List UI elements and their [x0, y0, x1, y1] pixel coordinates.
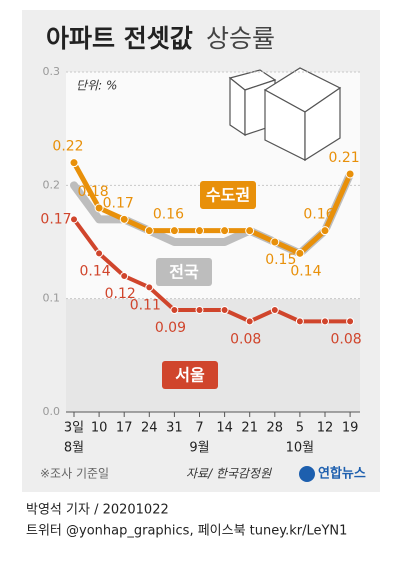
unit-note: 단위: % [76, 79, 117, 93]
x-tick-label: 28 [267, 421, 284, 436]
value-label: 0.09 [155, 320, 186, 336]
series-tag: 전국 [169, 263, 199, 282]
plot-band [66, 299, 360, 412]
chart-title: 아파트 전셋값 [46, 24, 193, 53]
point [69, 158, 79, 168]
point [295, 248, 305, 258]
x-tick-label: 7 [195, 421, 203, 436]
point [295, 317, 304, 326]
point [346, 317, 355, 326]
agency-logo [299, 466, 315, 482]
footnote: ※조사 기준일 [40, 467, 109, 481]
point [270, 306, 279, 314]
point [70, 215, 78, 224]
value-label: 0.17 [103, 195, 134, 211]
agency: 연합뉴스 [318, 466, 366, 482]
series-tag-box [156, 258, 212, 286]
series-line [72, 217, 353, 324]
x-tick-label: 24 [141, 421, 158, 436]
point [95, 249, 104, 258]
point [270, 237, 280, 247]
y-tick-label: 0.3 [43, 65, 61, 78]
point [220, 226, 230, 236]
point [145, 283, 154, 292]
byline: 박영석 기자 / 20201022 [26, 503, 169, 518]
series-tag: 서울 [175, 366, 205, 385]
value-label: 0.17 [40, 211, 71, 227]
value-label: 0.16 [303, 207, 334, 223]
point [120, 272, 129, 280]
point [169, 226, 179, 236]
point [345, 169, 355, 179]
social: 트위터 @yonhap_graphics, 페이스북 tuney.kr/LeYN… [26, 524, 347, 539]
y-tick-label: 0.1 [43, 292, 61, 305]
source: 자료/ 한국감정원 [186, 467, 272, 481]
point [320, 226, 330, 236]
month-label: 10월 [286, 441, 315, 456]
point [170, 306, 179, 314]
point [220, 306, 229, 314]
series-line [71, 160, 353, 256]
x-tick-label: 5 [296, 421, 304, 436]
value-label: 0.18 [78, 184, 109, 200]
month-label: 9월 [189, 441, 209, 456]
point [119, 214, 129, 224]
point [245, 226, 255, 236]
value-label: 0.08 [230, 331, 261, 347]
value-label: 0.21 [329, 150, 360, 166]
month-label: 8월 [64, 441, 84, 456]
point [94, 203, 104, 213]
x-tick-label: 14 [216, 421, 233, 436]
value-label: 0.11 [130, 297, 161, 313]
x-tick-label: 31 [166, 421, 183, 436]
x-tick-label: 17 [116, 421, 133, 436]
x-tick-label: 21 [241, 421, 258, 436]
point [144, 226, 154, 236]
x-tick-label: 3일 [64, 421, 84, 436]
series-tag-box [200, 181, 256, 209]
value-label: 0.12 [105, 286, 136, 302]
series-tag: 수도권 [206, 186, 250, 205]
value-label: 0.22 [52, 139, 83, 155]
value-label: 0.16 [153, 207, 184, 223]
chart-subtitle: 상승률 [206, 24, 275, 53]
point [321, 317, 329, 326]
value-label: 0.14 [290, 263, 321, 279]
point [195, 226, 204, 236]
value-label: 0.15 [265, 252, 296, 268]
building-illustration [228, 67, 342, 162]
x-tick-label: 19 [342, 421, 359, 436]
value-label: 0.08 [331, 331, 362, 347]
value-label: 0.14 [80, 263, 111, 279]
point [245, 317, 254, 326]
y-tick-label: 0.2 [43, 178, 61, 191]
x-tick-label: 12 [317, 421, 334, 436]
y-tick-label: 0.0 [43, 405, 61, 418]
point [195, 306, 204, 314]
series-tag-box [162, 361, 218, 389]
x-tick-label: 10 [91, 421, 108, 436]
